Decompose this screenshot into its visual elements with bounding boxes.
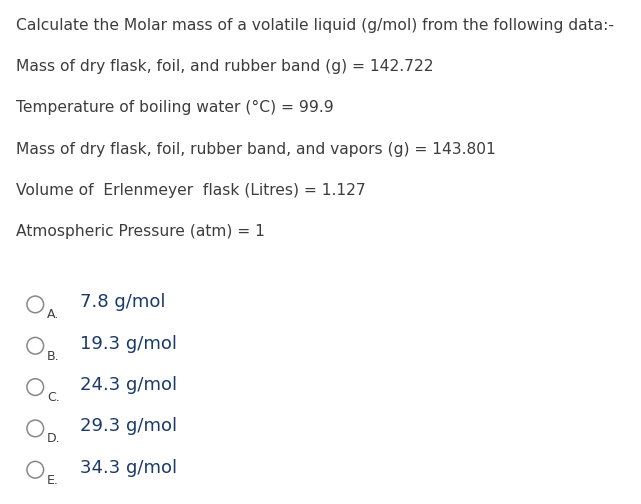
- Text: Mass of dry flask, foil, rubber band, and vapors (g) = 143.801: Mass of dry flask, foil, rubber band, an…: [16, 142, 495, 157]
- Text: Mass of dry flask, foil, and rubber band (g) = 142.722: Mass of dry flask, foil, and rubber band…: [16, 59, 433, 74]
- Text: 29.3 g/mol: 29.3 g/mol: [80, 417, 178, 435]
- Text: 19.3 g/mol: 19.3 g/mol: [80, 335, 177, 353]
- Text: 7.8 g/mol: 7.8 g/mol: [80, 293, 165, 311]
- Text: Volume of  Erlenmeyer  flask (Litres) = 1.127: Volume of Erlenmeyer flask (Litres) = 1.…: [16, 183, 366, 198]
- Text: D.: D.: [47, 432, 60, 446]
- Text: Atmospheric Pressure (atm) = 1: Atmospheric Pressure (atm) = 1: [16, 224, 265, 239]
- Text: C.: C.: [47, 391, 60, 404]
- Text: B.: B.: [47, 350, 60, 363]
- Text: A.: A.: [47, 308, 59, 322]
- Text: 24.3 g/mol: 24.3 g/mol: [80, 376, 178, 394]
- Text: Calculate the Molar mass of a volatile liquid (g/mol) from the following data:-: Calculate the Molar mass of a volatile l…: [16, 18, 614, 33]
- Text: E.: E.: [47, 474, 59, 487]
- Text: Temperature of boiling water (°C) = 99.9: Temperature of boiling water (°C) = 99.9: [16, 100, 334, 115]
- Text: 34.3 g/mol: 34.3 g/mol: [80, 459, 178, 477]
